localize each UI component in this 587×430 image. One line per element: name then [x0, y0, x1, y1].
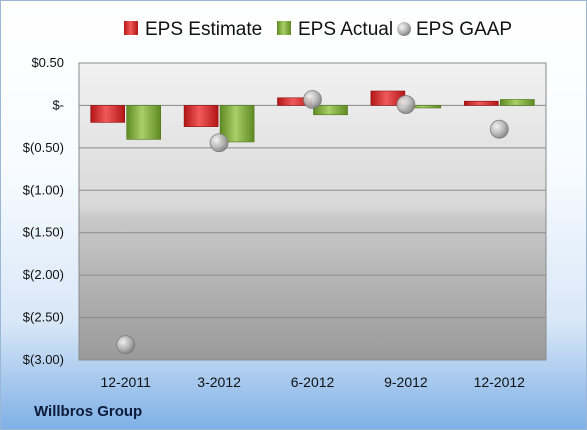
- y-tick-label: $(3.00): [23, 352, 64, 367]
- bar-eps-actual: [219, 105, 255, 143]
- bar-eps-estimate: [90, 105, 125, 123]
- point-eps-gaap: [303, 90, 322, 109]
- bar-eps-actual: [313, 105, 348, 116]
- plot-border: [78, 62, 547, 361]
- y-tick-label: $-: [52, 97, 64, 112]
- bar-eps-actual: [126, 105, 161, 140]
- x-tick-label: 12-2012: [474, 374, 526, 390]
- legend-swatch-estimate: [124, 21, 138, 35]
- legend-label-gaap: EPS GAAP: [416, 19, 512, 40]
- bar-eps-estimate: [183, 105, 219, 127]
- gaap-points: [116, 90, 509, 355]
- y-tick-label: $0.50: [31, 55, 64, 70]
- point-eps-gaap: [209, 133, 229, 153]
- bar-eps-actual: [499, 99, 535, 106]
- x-tick-label: 6-2012: [291, 374, 335, 390]
- y-tick-label: $(1.50): [23, 225, 64, 240]
- y-tick-label: $(1.00): [23, 182, 64, 197]
- x-tick-label: 3-2012: [197, 374, 241, 390]
- y-axis-ticks: $0.50 $- $(0.50) $(1.00) $(1.50) $(2.00) $(2.5…: [23, 55, 64, 367]
- y-tick-label: $(2.00): [23, 267, 64, 282]
- bar-eps-estimate: [463, 100, 499, 106]
- y-tick-label: $(2.50): [23, 310, 64, 325]
- x-tick-label: 9-2012: [384, 374, 428, 390]
- point-eps-gaap: [116, 335, 136, 355]
- x-tick-label: 12-2011: [101, 374, 152, 390]
- company-name: Willbros Group: [34, 403, 143, 420]
- legend-label-actual: EPS Actual: [298, 19, 393, 40]
- point-eps-gaap: [396, 95, 416, 114]
- legend: EPS Estimate EPS Actual EPS GAAP: [124, 19, 512, 40]
- legend-swatch-gaap: [397, 22, 411, 36]
- legend-label-estimate: EPS Estimate: [145, 19, 262, 40]
- y-tick-label: $(0.50): [23, 140, 64, 155]
- point-eps-gaap: [489, 119, 509, 139]
- bars: [90, 90, 535, 143]
- x-axis-ticks: 12-2011 3-2012 6-2012 9-2012 12-2012: [101, 374, 526, 390]
- legend-swatch-actual: [277, 21, 291, 35]
